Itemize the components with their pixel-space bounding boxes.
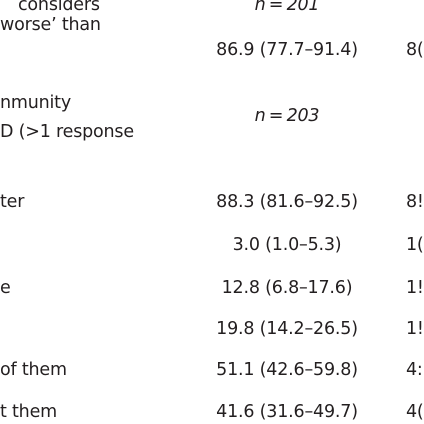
value-cell: 41.6 (31.6–49.7): [216, 402, 358, 422]
sample-size: n = 201: [254, 0, 320, 15]
row-label: of them: [0, 360, 67, 380]
cut-cell: 1!: [406, 278, 424, 298]
value-cell: 88.3 (81.6–92.5): [216, 192, 358, 212]
row-label: considers: [18, 0, 100, 15]
row-label: ter: [0, 192, 25, 212]
cut-cell: 4(: [406, 402, 424, 422]
sample-size: n = 203: [254, 106, 320, 126]
cut-cell: 1(: [406, 235, 424, 255]
cut-cell: 8(: [406, 40, 424, 60]
row-label: worse’ than: [0, 15, 101, 35]
value-cell: 51.1 (42.6–59.8): [216, 360, 358, 380]
row-label: D (>1 response: [0, 122, 134, 142]
value-cell: 12.8 (6.8–17.6): [221, 278, 353, 298]
cut-cell: 1!: [406, 319, 424, 339]
row-label: e: [0, 278, 11, 298]
value-cell: 3.0 (1.0–5.3): [232, 235, 342, 255]
row-label: t them: [0, 402, 57, 422]
row-label: nmunity: [0, 93, 72, 113]
value-cell: 86.9 (77.7–91.4): [216, 40, 358, 60]
cut-cell: 4:: [406, 360, 423, 380]
cut-cell: 8!: [406, 192, 424, 212]
value-cell: 19.8 (14.2–26.5): [216, 319, 358, 339]
